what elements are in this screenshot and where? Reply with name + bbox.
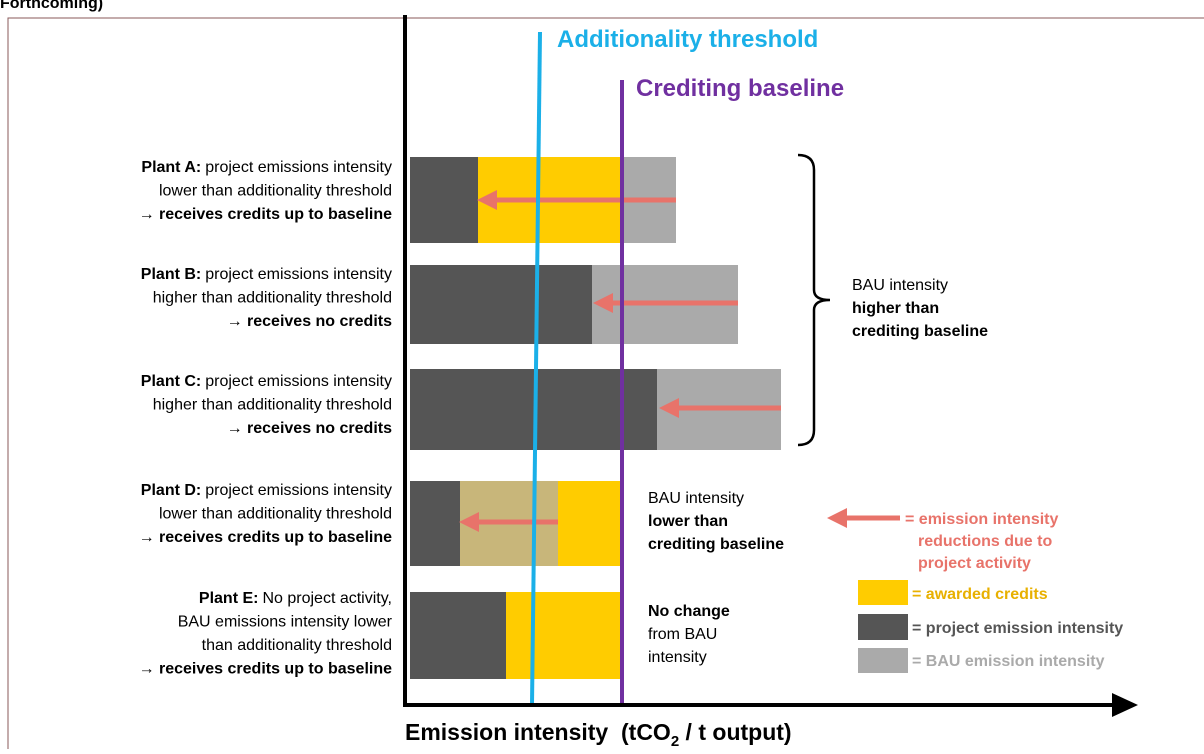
plant-label: lower than additionality threshold <box>159 506 392 523</box>
note-no-change: from BAU <box>648 626 717 643</box>
note-lower: lower than <box>648 513 728 530</box>
x-axis-arrow <box>1112 693 1138 717</box>
plant-label: → receives no credits <box>227 420 393 437</box>
plant-text: lower than additionality threshold <box>159 506 392 523</box>
plant-name: Plant C: <box>141 373 201 390</box>
plant-name: Plant E: <box>199 590 259 607</box>
reduction-arrows <box>459 190 781 532</box>
plant-name: Plant B: <box>141 266 201 283</box>
plant-name: Plant A: <box>141 159 201 176</box>
plant-text: higher than additionality threshold <box>153 397 392 414</box>
plant-label: higher than additionality threshold <box>153 290 392 307</box>
plant-text: → receives credits up to baseline <box>139 529 393 546</box>
bars <box>410 157 781 679</box>
plant-text: → receives credits up to baseline <box>139 206 393 223</box>
plant-text: → receives no credits <box>227 313 393 330</box>
frame <box>7 17 1204 754</box>
note-lower: crediting baseline <box>648 536 784 553</box>
note-higher: crediting baseline <box>852 323 988 340</box>
plant-label: → receives credits up to baseline <box>139 529 393 546</box>
legend-swatch-bau <box>858 648 908 673</box>
plant-label: Plant A: project emissions intensity <box>141 159 392 176</box>
plant-label: lower than additionality threshold <box>159 183 392 200</box>
plant-label: → receives no credits <box>227 313 393 330</box>
axis-suffix: / t output) <box>679 719 791 745</box>
plant-label: than additionality threshold <box>202 637 392 654</box>
note-higher: higher than <box>852 300 939 317</box>
plant-text: project emissions intensity <box>205 266 392 283</box>
legend-bau: = BAU emission intensity <box>912 653 1105 670</box>
plant-text: project emissions intensity <box>205 159 392 176</box>
plant-text: → receives credits up to baseline <box>139 661 393 678</box>
plant-text: than additionality threshold <box>202 637 392 654</box>
legend-credits: = awarded credits <box>912 586 1048 603</box>
axis-subscript: 2 <box>671 733 679 749</box>
note-higher: BAU intensity <box>852 277 948 294</box>
header: Forthcoming) <box>0 0 103 12</box>
legend-reduction: reductions due to <box>918 533 1052 550</box>
legend-swatch-project <box>858 614 908 640</box>
plant-text: project emissions intensity <box>205 482 392 499</box>
plant-label: Plant B: project emissions intensity <box>141 266 392 283</box>
plant-label: higher than additionality threshold <box>153 397 392 414</box>
legend-project: = project emission intensity <box>912 620 1123 637</box>
additionality-line <box>530 31 542 706</box>
plant-text: lower than additionality threshold <box>159 183 392 200</box>
plant-label: → receives credits up to baseline <box>139 661 393 678</box>
note-no-change: intensity <box>648 649 707 666</box>
plant-label: → receives credits up to baseline <box>139 206 393 223</box>
plant-label: Plant E: No project activity, <box>199 590 392 607</box>
plant-text: project emissions intensity <box>205 373 392 390</box>
note-no-change: No change <box>648 603 730 620</box>
plant-name: Plant D: <box>141 482 201 499</box>
legend-reduction: = emission intensity <box>905 511 1058 528</box>
baseline-label: Crediting baseline <box>636 75 844 102</box>
bracket <box>797 153 831 447</box>
additionality-label: Additionality threshold <box>557 26 818 53</box>
plant-text: → receives no credits <box>227 420 393 437</box>
legend-reduction: project activity <box>918 555 1031 572</box>
plant-text: higher than additionality threshold <box>153 290 392 307</box>
plant-label: BAU emissions intensity lower <box>178 614 393 631</box>
plant-label: Plant C: project emissions intensity <box>141 373 392 390</box>
legend-swatch-credits <box>858 580 908 605</box>
axis-label-main: Emission intensity (tCO <box>405 719 671 745</box>
plant-label: Plant D: project emissions intensity <box>141 482 392 499</box>
axis-label: Emission intensity (tCO2 / t output) <box>405 719 792 749</box>
plant-text: No project activity, <box>262 590 392 607</box>
plant-text: BAU emissions intensity lower <box>178 614 393 631</box>
note-lower: BAU intensity <box>648 490 744 507</box>
